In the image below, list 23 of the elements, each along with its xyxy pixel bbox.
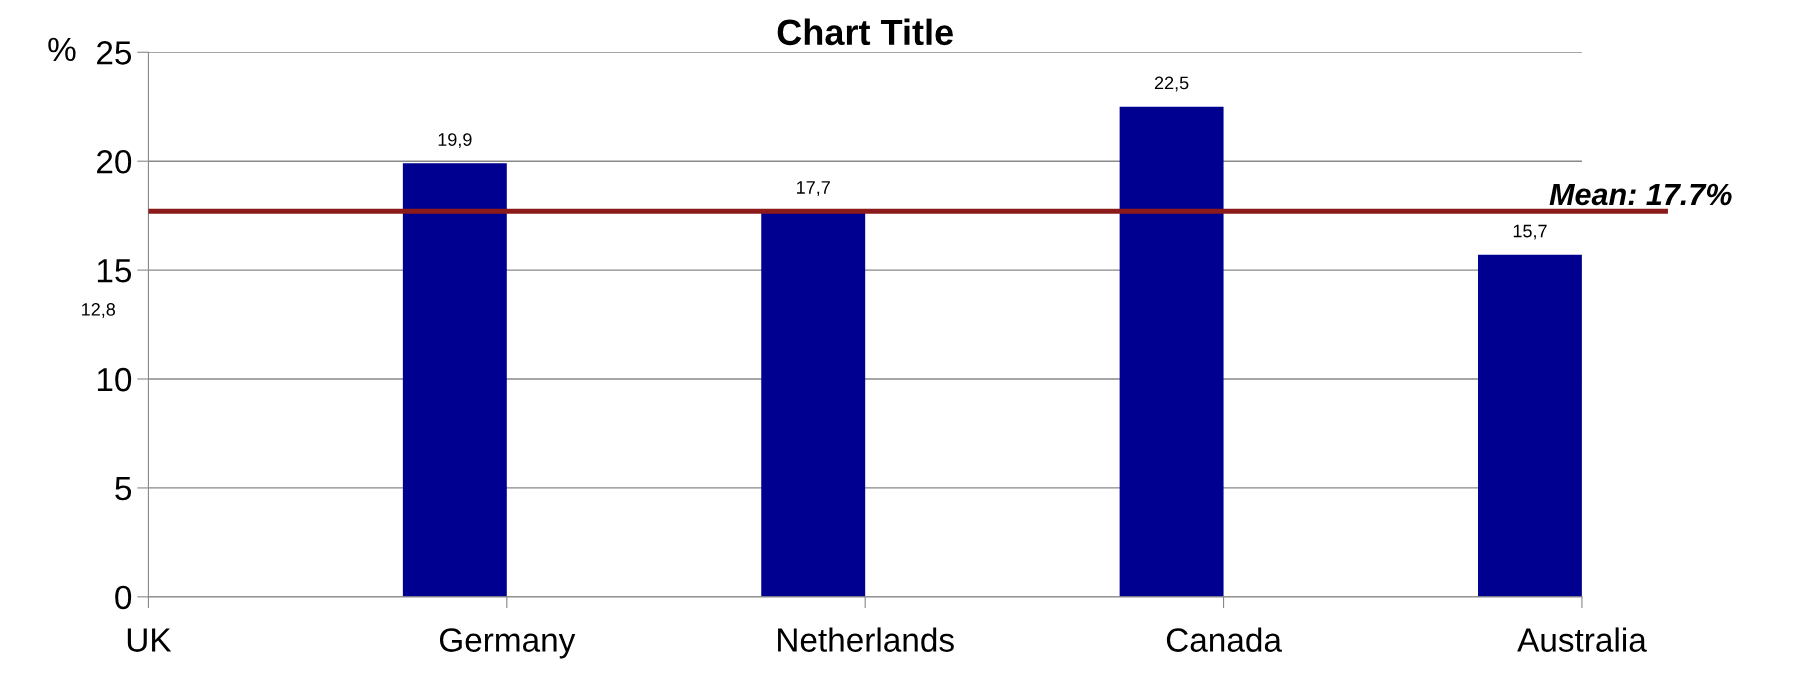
bar (1478, 254, 1582, 597)
x-tick-label: Canada (1166, 627, 1282, 652)
bar (402, 163, 507, 597)
data-label: 15,7 (1513, 224, 1547, 240)
bar (761, 211, 866, 597)
y-tick-label: 10 (97, 367, 132, 392)
y-axis-title: % (48, 37, 76, 62)
x-tick-label: UK (127, 628, 172, 652)
x-tick-label: Australia (1517, 627, 1647, 652)
data-label: 17,7 (797, 181, 830, 196)
ref-line-label: Mean: 17.7% (1549, 183, 1732, 206)
y-tick-label: 5 (115, 477, 132, 501)
x-tick-label: Netherlands (778, 627, 954, 652)
bar (1119, 106, 1224, 597)
y-tick-label: 20 (97, 150, 132, 174)
y-tick-label: 15 (97, 259, 132, 283)
chart-title: Chart Title (777, 18, 953, 46)
text: 12,8 (82, 303, 116, 318)
x-tick-label: Germany (439, 628, 576, 659)
y-tick-label: 25 (97, 41, 132, 65)
y-tick-label: 0 (115, 585, 132, 610)
data-label: 19,9 (438, 133, 472, 149)
data-label: 22,5 (1154, 76, 1189, 92)
